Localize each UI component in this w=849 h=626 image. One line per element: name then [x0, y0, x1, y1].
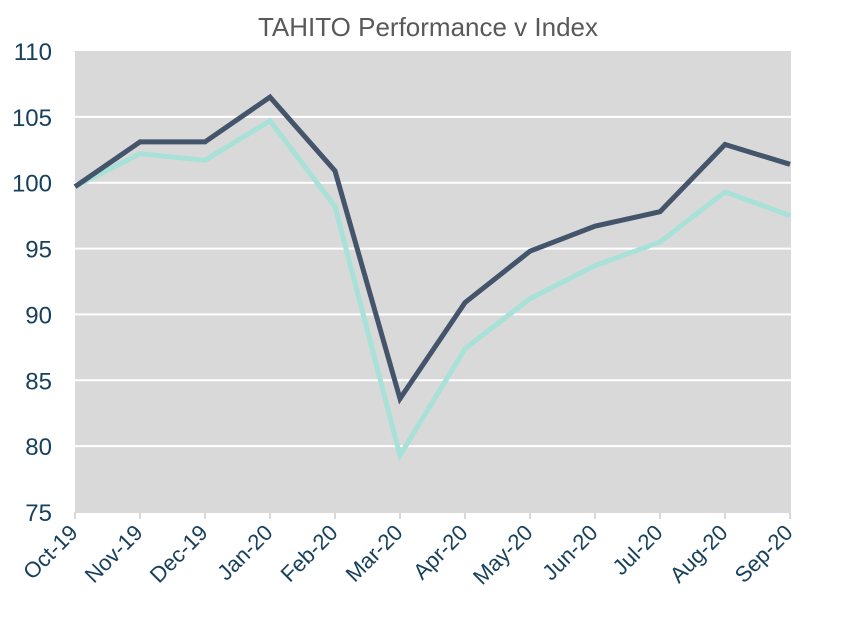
x-tick-label: Mar-20	[341, 520, 408, 587]
x-tick-label: Jun-20	[537, 520, 602, 585]
x-tick-label: Sep-20	[730, 520, 798, 588]
y-axis: 75 80 85 90 95 100 105 110	[12, 39, 52, 527]
y-tick-label: 110	[14, 39, 52, 66]
y-tick-label: 95	[25, 237, 52, 264]
x-tick-label: Jul-20	[607, 520, 667, 580]
x-tick-label: Apr-20	[408, 520, 472, 584]
y-tick-label: 105	[12, 105, 52, 132]
x-tick-label: Jan-20	[212, 520, 277, 585]
series-lines	[73, 93, 791, 462]
x-tick-label: Nov-19	[80, 520, 148, 588]
y-tick-label: 100	[12, 171, 52, 198]
x-tick-label: May-20	[468, 520, 538, 590]
gridlines	[75, 115, 791, 448]
y-tick-label: 90	[25, 302, 52, 329]
x-tick-label: Dec-19	[145, 520, 213, 588]
chart-title: TAHITO Performance v Index	[257, 12, 599, 42]
series-line-index	[73, 117, 791, 462]
plot-area	[75, 51, 791, 512]
x-tick-label: Oct-19	[18, 520, 82, 584]
y-tick-label: 85	[25, 368, 52, 395]
y-tick-label: 75	[25, 500, 52, 527]
series-line-tahito	[73, 93, 791, 405]
y-tick-label: 80	[25, 434, 52, 461]
x-tick-label: Aug-20	[665, 520, 733, 588]
x-tick-label: Feb-20	[276, 520, 343, 587]
